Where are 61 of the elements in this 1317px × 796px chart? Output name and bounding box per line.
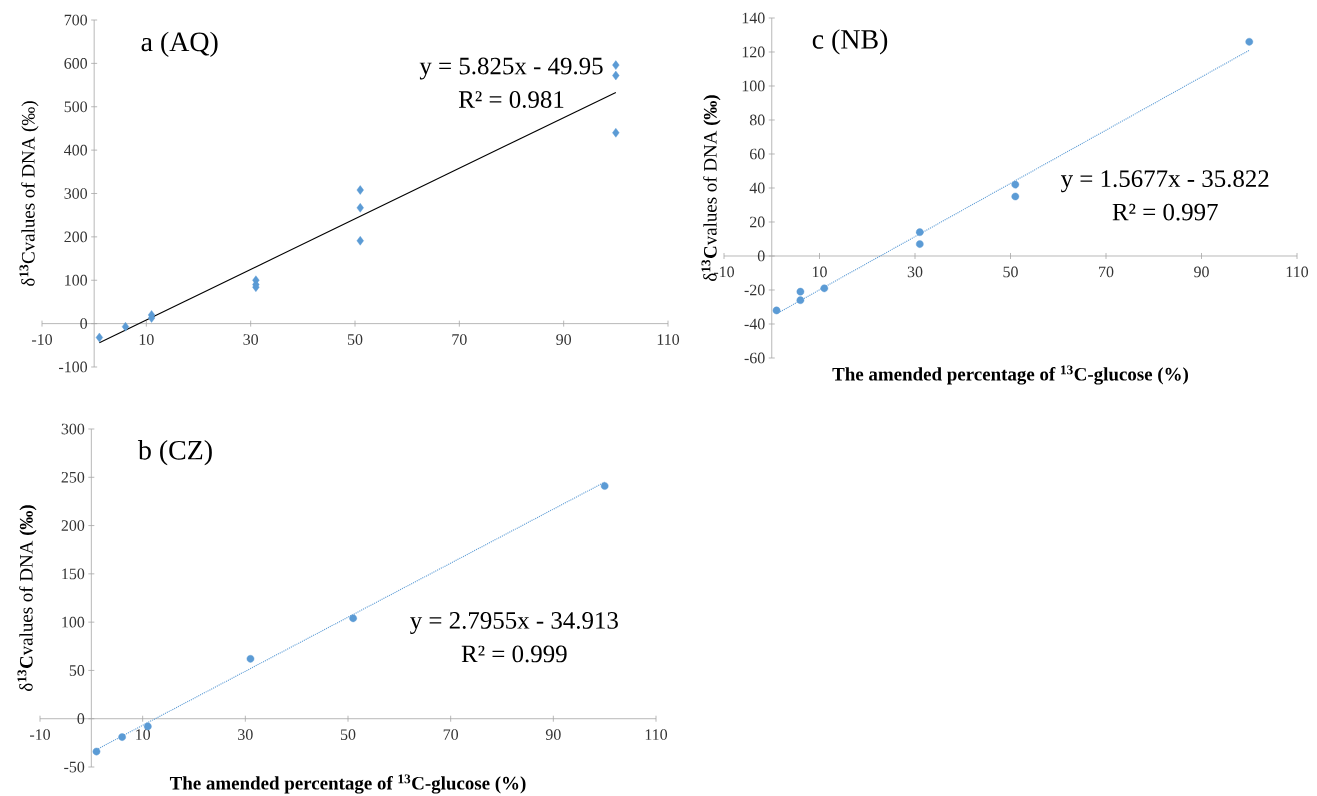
annotation: R² = 0.997	[1112, 203, 1218, 221]
y-tick-label: -40	[744, 318, 765, 330]
x-tick-label: -10	[31, 334, 53, 345]
x-tick-label: 70	[452, 334, 467, 345]
x-tick-label: 90	[556, 334, 572, 345]
x-tick-label: 70	[1099, 266, 1114, 278]
x-tick-label: 50	[1003, 266, 1018, 278]
annotation: y = 1.5677x - 35.822	[1060, 170, 1269, 193]
y-tick-label: 250	[61, 471, 85, 483]
y-tick-label: 500	[64, 101, 88, 113]
y-tick-label: 80	[749, 114, 765, 126]
y-tick-label: 700	[64, 14, 88, 26]
y-tick-label: 200	[61, 520, 85, 531]
annotation: R² = 0.981	[458, 91, 564, 108]
y-tick-label: 0	[77, 713, 85, 725]
x-tick-label: -10	[29, 729, 51, 740]
x-tick-label: 10	[139, 334, 154, 345]
x-tick-label: 30	[243, 334, 259, 345]
y-tick-label: 0	[757, 250, 765, 262]
x-tick-label: 50	[347, 334, 363, 345]
y-tick-label: 200	[64, 231, 88, 243]
y-tick-label: -100	[59, 361, 88, 373]
x-tick-label: 90	[1194, 266, 1209, 278]
annotation: y = 2.7955x - 34.913	[410, 612, 618, 634]
y-tick-label: 400	[64, 144, 88, 156]
annotation: y = 5.825x - 49.95	[419, 57, 603, 80]
y-tick-label: -60	[744, 352, 765, 364]
y-tick-label: 150	[62, 568, 85, 580]
text: δ$^{13}$Cvalues of DNA (‰)	[19, 101, 39, 286]
x-tick-label: 110	[645, 729, 668, 740]
text: δ$^{13}$Cvalues of DNA (‰)	[17, 505, 37, 691]
x-tick-label: 50	[340, 729, 356, 740]
x-axis-title: The amended percentage of $^{13}$C-glucose (%)	[832, 365, 1188, 385]
x-tick-label: 110	[1286, 266, 1309, 278]
x-tick-label: 90	[545, 729, 561, 740]
x-tick-label: 70	[443, 729, 459, 740]
chart-title: c (NB)	[812, 29, 888, 55]
x-tick-label: 30	[907, 266, 923, 278]
x-tick-label: 110	[657, 334, 680, 345]
y-tick-label: 300	[61, 423, 85, 435]
y-tick-label: 0	[80, 318, 88, 329]
y-tick-label: 140	[742, 12, 765, 24]
chart-title: b (CZ)	[137, 440, 212, 466]
y-tick-label: 600	[64, 58, 88, 69]
chart-title: a (AQ)	[141, 31, 218, 57]
y-tick-label: 300	[64, 188, 88, 199]
y-tick-label: 100	[742, 80, 765, 92]
x-axis-title: The amended percentage of $^{13}$C-glucose (%)	[169, 774, 526, 794]
y-tick-label: 100	[65, 274, 88, 286]
y-tick-label: 50	[69, 665, 85, 676]
y-tick-label: 100	[62, 616, 85, 628]
x-tick-label: 10	[812, 266, 827, 278]
y-tick-label: 20	[750, 216, 765, 228]
y-tick-label: 40	[749, 182, 765, 194]
annotation: R² = 0.999	[461, 645, 567, 663]
y-tick-label: 120	[742, 46, 765, 58]
y-tick-label: -20	[744, 284, 765, 296]
y-tick-label: -50	[64, 761, 85, 773]
x-tick-label: 10	[136, 729, 151, 740]
y-tick-label: 60	[749, 148, 765, 160]
x-tick-label: 30	[238, 729, 253, 740]
